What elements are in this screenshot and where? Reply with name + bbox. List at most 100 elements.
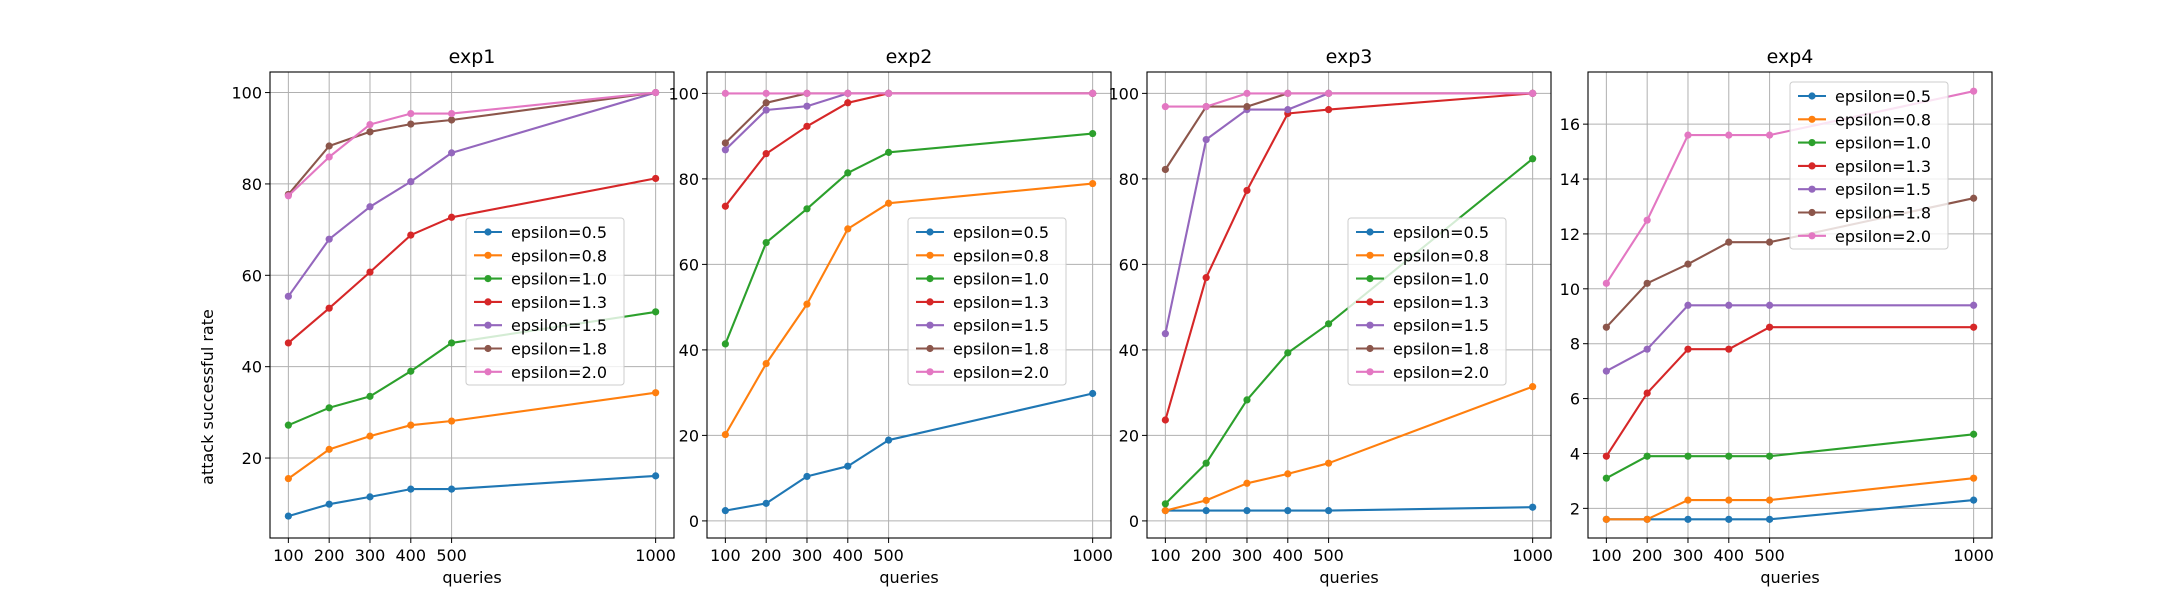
y-tick-label: 2 xyxy=(1570,499,1580,518)
data-point xyxy=(721,89,729,97)
series-line xyxy=(725,392,1093,512)
data-point xyxy=(1529,383,1537,391)
data-point xyxy=(1684,345,1692,353)
data-point xyxy=(652,308,660,316)
y-tick-label: 0 xyxy=(1129,512,1139,531)
x-axis-label: queries xyxy=(1760,568,1819,587)
legend-marker xyxy=(1366,368,1374,376)
plot-frame xyxy=(269,71,675,539)
y-tick-label: 60 xyxy=(679,255,699,274)
legend-marker xyxy=(1808,232,1816,240)
data-point xyxy=(1243,396,1251,404)
data-point xyxy=(1602,452,1610,460)
data-point xyxy=(762,106,770,114)
data-point xyxy=(1243,479,1251,487)
data-point xyxy=(284,421,292,429)
data-point xyxy=(844,89,852,97)
y-tick-label: 12 xyxy=(1560,225,1580,244)
data-point xyxy=(1643,216,1651,224)
data-point xyxy=(325,153,333,161)
legend-box xyxy=(907,217,1067,386)
data-point xyxy=(1089,389,1097,398)
data-point xyxy=(1765,323,1774,331)
data-point xyxy=(721,430,729,439)
legend-marker xyxy=(926,344,934,353)
data-point xyxy=(1284,470,1292,478)
data-point xyxy=(1089,179,1097,188)
plot-frame xyxy=(1587,71,1993,539)
data-point xyxy=(1089,129,1097,138)
data-point xyxy=(1643,515,1651,523)
data-point xyxy=(366,432,374,440)
series-line xyxy=(1165,385,1533,512)
x-tick-label: 400 xyxy=(1273,546,1304,565)
y-tick-label: 16 xyxy=(1560,115,1580,134)
y-tick-label: 40 xyxy=(679,341,699,360)
legend: epsilon=0.5 epsilon=0.8 epsilon=1.0 epsilon… xyxy=(465,217,625,386)
legend-label: epsilon=0.5 xyxy=(1835,87,1931,106)
x-tick-label: 100 xyxy=(1591,546,1622,565)
x-tick-label: 400 xyxy=(833,546,864,565)
legend-marker xyxy=(1808,139,1816,147)
legend-marker xyxy=(926,368,934,376)
legend-label: epsilon=0.5 xyxy=(953,223,1049,242)
x-tick-label: 1000 xyxy=(1512,546,1553,565)
data-point xyxy=(652,88,660,97)
x-tick-label: 1000 xyxy=(1953,546,1994,565)
legend-box xyxy=(465,217,625,386)
data-point xyxy=(1161,416,1169,424)
data-point xyxy=(284,292,292,300)
data-point xyxy=(325,445,333,453)
data-point xyxy=(1324,459,1333,467)
data-point xyxy=(366,120,374,129)
y-tick-label: 100 xyxy=(231,84,262,103)
data-point xyxy=(407,421,415,429)
series-line xyxy=(1165,92,1533,108)
x-tick-label: 300 xyxy=(1673,546,1704,565)
y-tick-label: 100 xyxy=(668,84,699,103)
x-tick-label: 300 xyxy=(1232,546,1263,565)
legend-label: epsilon=0.5 xyxy=(1393,223,1489,242)
data-point xyxy=(1970,87,1978,95)
data-point xyxy=(1243,186,1251,195)
data-point xyxy=(1725,131,1733,139)
subplot-exp1: 100 200 300 400 500 1000 20 40 60 80 100 exp1 querie… xyxy=(231,46,676,587)
legend-marker xyxy=(484,368,492,376)
series-line xyxy=(1164,92,1533,421)
data-point xyxy=(762,499,770,507)
data-point xyxy=(1765,131,1774,139)
legend-marker xyxy=(484,275,492,283)
data-point xyxy=(1643,389,1651,397)
x-tick-label: 200 xyxy=(1191,546,1222,565)
data-point xyxy=(1161,165,1169,174)
data-point xyxy=(1202,507,1210,515)
data-point xyxy=(1602,367,1610,375)
data-point xyxy=(1284,507,1292,515)
legend-marker xyxy=(1808,92,1816,100)
data-point xyxy=(447,339,456,347)
legend-label: epsilon=1.0 xyxy=(1835,134,1931,153)
data-point xyxy=(1643,345,1651,353)
data-point xyxy=(447,116,456,124)
data-point xyxy=(1284,349,1292,357)
data-point xyxy=(407,109,415,118)
legend-label: epsilon=1.0 xyxy=(953,270,1049,289)
data-point xyxy=(1602,323,1610,331)
data-point xyxy=(1684,452,1692,460)
legend-label: epsilon=1.5 xyxy=(953,316,1049,335)
series-line xyxy=(1606,477,1974,521)
data-point xyxy=(1324,320,1333,328)
chart-title: exp3 xyxy=(1326,46,1373,68)
data-point xyxy=(1202,496,1210,504)
legend-marker xyxy=(1808,185,1816,193)
data-point xyxy=(1765,238,1774,246)
legend-label: epsilon=0.8 xyxy=(1835,110,1931,129)
x-tick-label: 200 xyxy=(1632,546,1663,565)
subplot-exp3: 100 200 300 400 500 1000 0 20 40 60 80 100 exp3 queri… xyxy=(1108,46,1553,587)
legend-marker xyxy=(484,321,492,329)
data-point xyxy=(884,199,893,207)
data-point xyxy=(325,500,333,508)
data-point xyxy=(803,102,811,110)
legend-label: epsilon=2.0 xyxy=(1393,363,1489,382)
